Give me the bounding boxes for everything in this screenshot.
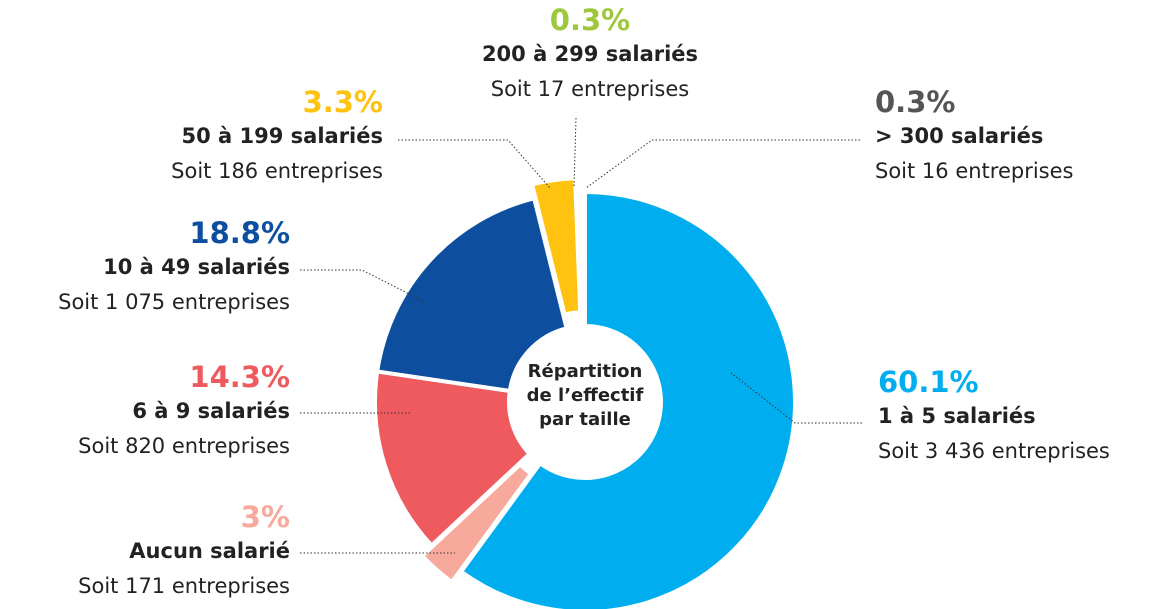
value-label: 3% bbox=[240, 500, 290, 534]
segment-label: 14.3% 6 à 9 salariés Soit 820 entreprises bbox=[78, 360, 290, 464]
value-label: 14.3% bbox=[189, 360, 290, 394]
donut-segment bbox=[578, 179, 587, 319]
chart-title: Répartition de l’effectif par taille bbox=[526, 361, 644, 430]
value-label: 60.1% bbox=[878, 365, 979, 399]
donut-segment bbox=[373, 369, 533, 549]
segment-label: 60.1% 1 à 5 salariés Soit 3 436 entreprise… bbox=[878, 365, 1110, 469]
count-label: Soit 3 436 entreprises bbox=[878, 439, 1110, 463]
donut-segment bbox=[374, 195, 570, 394]
value-label: 18.8% bbox=[189, 216, 290, 250]
count-label: Soit 16 entreprises bbox=[875, 159, 1074, 183]
leader-line bbox=[573, 117, 577, 187]
count-label: Soit 186 entreprises bbox=[171, 159, 383, 183]
segment-label: 3.3% 50 à 199 salariés Soit 186 entreprise… bbox=[171, 85, 383, 189]
leader-line bbox=[729, 371, 862, 424]
count-label: Soit 171 entreprises bbox=[78, 574, 290, 598]
leader-line bbox=[585, 139, 860, 189]
leader-line bbox=[398, 139, 551, 189]
segment-label: 3% Aucun salarié Soit 171 entreprises bbox=[78, 500, 290, 604]
value-label: 3.3% bbox=[302, 85, 383, 119]
category-label: 10 à 49 salariés bbox=[103, 255, 290, 279]
category-label: 1 à 5 salariés bbox=[878, 404, 1036, 428]
count-label: Soit 820 entreprises bbox=[78, 434, 290, 458]
segment-label: 18.8% 10 à 49 salariés Soit 1 075 entrepri… bbox=[58, 216, 290, 320]
leader-line bbox=[300, 269, 426, 303]
value-label: 0.3% bbox=[875, 85, 956, 119]
category-label: > 300 salariés bbox=[875, 124, 1044, 148]
segment-label: 0.3% 200 à 299 salariés Soit 17 entreprise… bbox=[482, 3, 698, 107]
category-label: Aucun salarié bbox=[129, 539, 290, 563]
donut-segment bbox=[458, 189, 797, 609]
category-label: 50 à 199 salariés bbox=[181, 124, 384, 148]
value-label: 0.3% bbox=[549, 3, 631, 37]
segment-label: 0.3% > 300 salariés Soit 16 entreprises bbox=[875, 85, 1073, 189]
count-label: Soit 17 entreprises bbox=[490, 77, 690, 101]
category-label: 200 à 299 salariés bbox=[481, 42, 699, 66]
category-label: 6 à 9 salariés bbox=[132, 399, 290, 423]
count-label: Soit 1 075 entreprises bbox=[58, 290, 290, 314]
